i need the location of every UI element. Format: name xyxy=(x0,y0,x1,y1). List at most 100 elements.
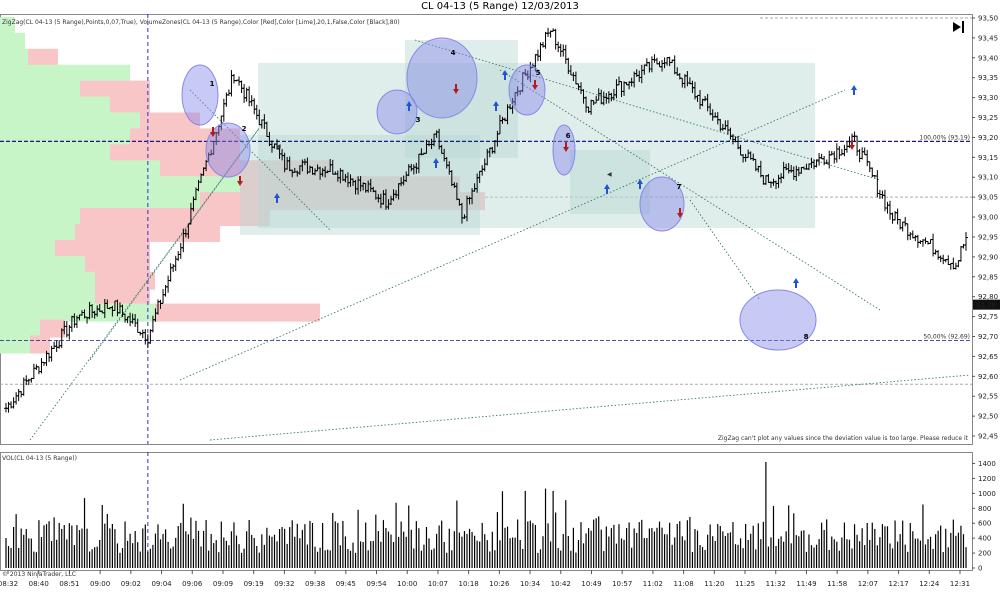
play-end-bar xyxy=(962,21,964,33)
sell-arrow-icon xyxy=(237,176,243,186)
time-tick-label: 09:02 xyxy=(121,580,141,588)
volume-zone-up xyxy=(0,192,200,211)
sell-arrow-icon xyxy=(563,142,569,152)
time-tick-label: 08:51 xyxy=(59,580,79,588)
buy-arrow-icon xyxy=(604,184,610,194)
price-tick-label: 92,95 xyxy=(978,233,998,241)
trend-line xyxy=(189,89,331,231)
circle-number-label: 8 xyxy=(804,333,809,341)
buy-arrow-icon xyxy=(406,101,412,111)
volume-panel-frame xyxy=(0,452,973,571)
volume-zone-down xyxy=(85,255,150,274)
indicator-description: ZigZag(CL 04-13 (5 Range),Points,0,07,Tr… xyxy=(2,19,400,26)
buy-arrow-icon xyxy=(851,85,857,95)
trend-line xyxy=(499,69,881,311)
volume-tick-label: 1000 xyxy=(978,490,996,498)
trend-line xyxy=(689,199,761,301)
buy-arrow-icon xyxy=(502,70,508,80)
volume-zone-up xyxy=(0,16,15,35)
time-tick-label: 09:09 xyxy=(213,580,233,588)
price-tick-label: 92,80 xyxy=(978,293,998,301)
price-tick-label: 92,70 xyxy=(978,333,998,341)
chart-title: CL 04-13 (5 Range) 12/03/2013 xyxy=(421,1,579,12)
time-tick-label: 09:06 xyxy=(182,580,203,588)
sell-arrow-icon xyxy=(677,208,683,218)
buy-arrow-icon xyxy=(793,278,799,288)
zigzag-message: ZigZag can't plot any values since the d… xyxy=(718,435,969,442)
volume-zone-down xyxy=(80,80,150,99)
volume-zone-down xyxy=(140,112,200,131)
sell-arrow-icon xyxy=(210,127,216,137)
volume-zone-down xyxy=(200,192,485,211)
time-tick-label: 10:07 xyxy=(428,580,448,588)
price-tick-label: 93,30 xyxy=(978,94,998,102)
buy-arrow-icon xyxy=(274,193,280,203)
volume-zone-down xyxy=(80,208,270,227)
time-tick-label: 09:54 xyxy=(366,580,387,588)
price-tick-label: 92,55 xyxy=(978,393,998,401)
copyright-text: © 2013 NinjaTrader, LLC xyxy=(2,571,76,578)
volume-tick-label: 400 xyxy=(978,535,991,543)
time-tick-label: 08:32 xyxy=(0,580,18,588)
highlight-circle xyxy=(406,37,478,119)
time-tick-label: 12:17 xyxy=(888,580,908,588)
price-tick-label: 93,10 xyxy=(978,174,998,182)
volume-zone-down xyxy=(95,287,150,306)
volume-zone-up xyxy=(0,271,95,290)
price-tick-label: 92,90 xyxy=(978,253,998,261)
buy-arrow-icon xyxy=(433,158,439,168)
current-price-box xyxy=(973,299,1000,310)
price-tick-label: 93,15 xyxy=(978,154,998,162)
circle-number-label: 6 xyxy=(566,132,571,140)
volume-zone-up xyxy=(0,287,95,306)
highlight-circle xyxy=(552,124,576,176)
buy-arrow-icon xyxy=(637,179,643,189)
price-tick-label: 93,00 xyxy=(978,214,998,222)
fib-high-label: 100,00% (93,19) xyxy=(920,134,970,141)
pointer-marker-icon: ◀ xyxy=(276,143,281,150)
time-tick-label: 11:32 xyxy=(766,580,786,588)
volume-zone-up xyxy=(0,223,75,242)
time-tick-label: 10:57 xyxy=(612,580,632,588)
circle-number-label: 4 xyxy=(451,49,456,57)
time-tick-label: 09:19 xyxy=(244,580,264,588)
price-tick-label: 92,45 xyxy=(978,433,998,441)
time-tick-label: 10:42 xyxy=(551,580,571,588)
highlight-circle xyxy=(739,289,817,351)
time-tick-label: 11:02 xyxy=(643,580,663,588)
price-tick-label: 93,20 xyxy=(978,134,998,142)
volume-tick-label: 1400 xyxy=(978,460,996,468)
volume-zone-down xyxy=(30,335,50,354)
time-tick-label: 11:25 xyxy=(735,580,755,588)
time-tick-label: 10:34 xyxy=(520,580,541,588)
circle-number-label: 7 xyxy=(677,183,682,191)
time-tick-label: 10:00 xyxy=(397,580,417,588)
fib-low-label: 50,00% (92,69) xyxy=(923,333,970,340)
volume-zone-up xyxy=(0,208,80,227)
volume-tick-label: 1200 xyxy=(978,475,996,483)
volume-zone-up xyxy=(0,96,110,115)
consolidation-box xyxy=(258,63,815,228)
volume-zone-down xyxy=(110,144,240,163)
volume-tick-label: 200 xyxy=(978,550,991,558)
time-tick-label: 09:38 xyxy=(305,580,325,588)
volume-zone-up xyxy=(0,112,140,131)
volume-zone-up xyxy=(0,48,28,67)
price-tick-label: 92,75 xyxy=(978,313,998,321)
price-tick-label: 93,50 xyxy=(978,14,998,22)
volume-tick-label: 600 xyxy=(978,520,991,528)
price-tick-label: 93,25 xyxy=(978,114,998,122)
time-tick-label: 09:04 xyxy=(151,580,172,588)
circle-number-label: 3 xyxy=(416,116,421,124)
time-tick-label: 11:08 xyxy=(674,580,694,588)
volume-zone-up xyxy=(0,335,30,354)
circle-number-label: 2 xyxy=(242,125,247,133)
time-tick-label: 12:07 xyxy=(858,580,878,588)
price-tick-label: 93,45 xyxy=(978,34,998,42)
price-tick-label: 92,85 xyxy=(978,273,998,281)
price-tick-label: 93,05 xyxy=(978,194,998,202)
highlight-circle xyxy=(376,89,418,135)
time-tick-label: 09:32 xyxy=(274,580,294,588)
volume-tick-label: 0 xyxy=(978,565,982,573)
